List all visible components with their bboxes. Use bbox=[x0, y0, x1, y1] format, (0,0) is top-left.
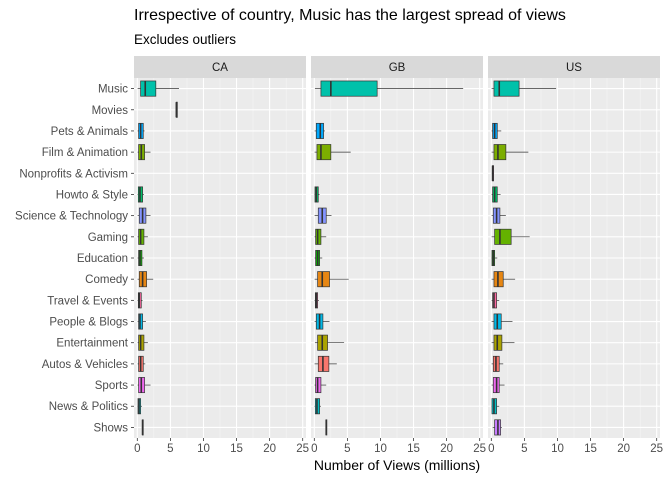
x-tick-label: 5 bbox=[521, 443, 527, 455]
y-tick-label: Comedy bbox=[85, 274, 128, 286]
chart-title: Irrespective of country, Music has the l… bbox=[134, 7, 566, 24]
y-tick-label: Entertainment bbox=[56, 338, 128, 350]
x-tick-label: 5 bbox=[344, 443, 350, 455]
box-film-animation bbox=[493, 144, 507, 161]
y-tick-label: Film & Animation bbox=[42, 147, 128, 159]
facet-strip-ca bbox=[134, 56, 306, 78]
facet-label-ca: CA bbox=[212, 62, 228, 74]
box-comedy bbox=[317, 271, 330, 288]
y-tick-label: Nonprofits & Activism bbox=[19, 168, 128, 180]
y-tick-label: People & Blogs bbox=[49, 317, 128, 329]
y-tick-label: Shows bbox=[93, 422, 128, 434]
facet-strip-us bbox=[488, 56, 660, 78]
chart-subtitle: Excludes outliers bbox=[134, 32, 237, 47]
y-tick-label: Movies bbox=[92, 105, 129, 117]
x-tick-label: 0 bbox=[488, 443, 494, 455]
x-tick-label: 25 bbox=[473, 443, 486, 455]
facet-label-us: US bbox=[566, 62, 582, 74]
x-tick-label: 15 bbox=[407, 443, 420, 455]
y-tick-label: Howto & Style bbox=[56, 189, 128, 201]
x-tick-label: 0 bbox=[311, 443, 317, 455]
x-tick-label: 10 bbox=[197, 443, 210, 455]
facet-strip-gb bbox=[311, 56, 483, 78]
box-gaming bbox=[494, 228, 512, 245]
x-tick-label: 25 bbox=[296, 443, 309, 455]
x-tick-label: 25 bbox=[650, 443, 663, 455]
y-tick-label: Pets & Animals bbox=[51, 126, 129, 138]
box-music bbox=[140, 80, 157, 97]
x-tick-label: 0 bbox=[134, 443, 140, 455]
x-tick-label: 10 bbox=[374, 443, 387, 455]
x-tick-label: 20 bbox=[617, 443, 630, 455]
y-tick-label: Science & Technology bbox=[15, 211, 128, 223]
x-tick-label: 15 bbox=[584, 443, 597, 455]
x-tick-label: 15 bbox=[230, 443, 243, 455]
y-tick-label: Gaming bbox=[88, 232, 128, 244]
y-tick-label: Music bbox=[98, 84, 128, 96]
x-axis-title: Number of Views (millions) bbox=[314, 457, 480, 473]
y-tick-label: Travel & Events bbox=[47, 295, 128, 307]
x-tick-label: 20 bbox=[440, 443, 453, 455]
y-tick-label: News & Politics bbox=[49, 401, 128, 413]
x-tick-label: 20 bbox=[263, 443, 276, 455]
box-music bbox=[493, 80, 520, 97]
facet-label-gb: GB bbox=[389, 62, 406, 74]
x-tick-label: 5 bbox=[167, 443, 173, 455]
box-film-animation bbox=[316, 144, 332, 161]
y-tick-label: Sports bbox=[95, 380, 128, 392]
y-tick-label: Autos & Vehicles bbox=[42, 359, 129, 371]
box-music bbox=[320, 80, 378, 97]
y-tick-label: Education bbox=[77, 253, 128, 265]
x-tick-label: 10 bbox=[551, 443, 564, 455]
